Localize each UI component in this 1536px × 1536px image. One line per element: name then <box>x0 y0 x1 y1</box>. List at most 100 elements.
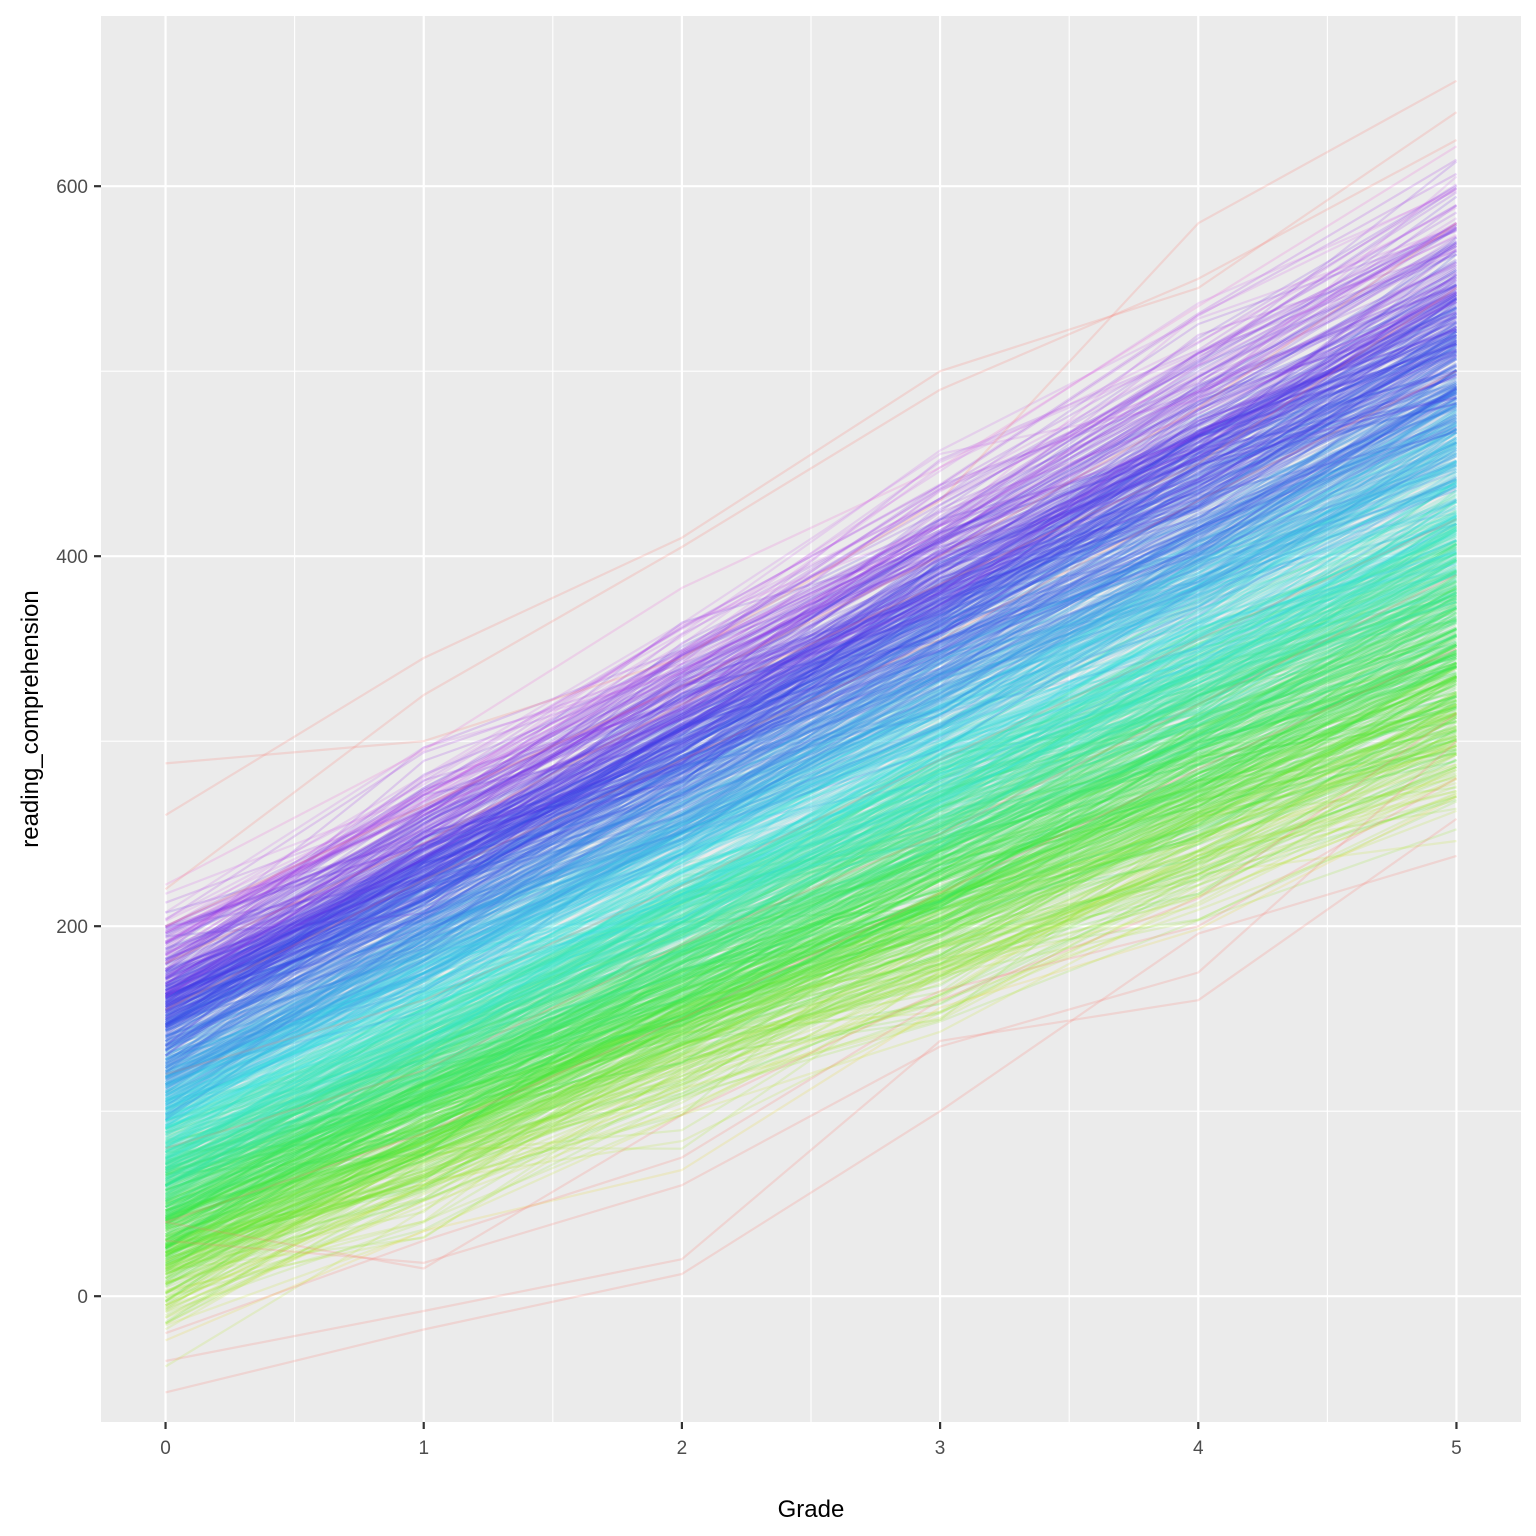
series-line <box>165 598 1457 1172</box>
series-line <box>164 284 1458 998</box>
series-line <box>165 529 1457 1133</box>
series-line <box>165 769 1457 1263</box>
x-tick-label: 4 <box>1193 1438 1204 1459</box>
series-line <box>164 601 1458 1198</box>
series-line <box>164 542 1458 1187</box>
series-line <box>165 464 1457 1058</box>
series-line <box>165 508 1457 1167</box>
series-line <box>164 312 1458 1057</box>
series-line <box>165 316 1457 938</box>
series-line <box>164 385 1457 1030</box>
series-line <box>164 592 1457 1209</box>
series-line <box>164 776 1457 1368</box>
series-line <box>165 586 1458 1228</box>
series-line <box>165 695 1457 1256</box>
series-line <box>164 760 1457 1248</box>
series-line <box>165 728 1457 1257</box>
series-line <box>164 404 1457 1101</box>
series-line <box>165 389 1458 1103</box>
series-line <box>164 353 1457 1034</box>
series-line <box>165 336 1457 998</box>
series-line <box>165 731 1457 1261</box>
series-line <box>164 313 1458 1001</box>
series-line <box>164 387 1458 1026</box>
series-line <box>165 800 1457 1273</box>
series-line <box>165 633 1457 1170</box>
series-line <box>165 582 1457 1131</box>
series-line <box>164 478 1458 1154</box>
series-line <box>165 667 1457 1286</box>
series-line <box>165 674 1457 1268</box>
series-line <box>165 560 1457 1131</box>
series-line <box>164 734 1457 1325</box>
series-line <box>164 571 1457 1174</box>
series-line <box>165 398 1458 1038</box>
series-line <box>164 573 1458 1218</box>
series-line <box>165 340 1458 1022</box>
series-line <box>164 384 1457 1075</box>
series-line <box>165 535 1457 1152</box>
series-line <box>165 477 1458 1068</box>
series-line <box>164 653 1457 1216</box>
series-line <box>165 517 1457 1112</box>
series-line <box>164 258 1458 1020</box>
series-line <box>165 550 1458 1130</box>
series-line <box>165 692 1457 1247</box>
series-line-highlight <box>165 817 1458 1363</box>
series-line <box>165 204 1458 962</box>
series-line <box>165 664 1457 1261</box>
series-line <box>164 675 1457 1279</box>
series-line <box>165 597 1457 1165</box>
series-line <box>164 378 1458 1080</box>
series-line <box>165 345 1457 1026</box>
series-line <box>164 429 1457 1027</box>
series-line <box>165 539 1458 1148</box>
series-line <box>164 195 1458 995</box>
series-line <box>165 721 1457 1229</box>
series-line <box>165 664 1457 1209</box>
series-line <box>164 249 1458 985</box>
series-line <box>164 326 1457 1038</box>
series-line <box>164 665 1457 1220</box>
series-line <box>164 488 1457 1083</box>
series-line <box>165 666 1458 1226</box>
series-line <box>165 484 1457 1100</box>
series-line <box>165 290 1457 992</box>
series-line-highlight <box>165 777 1458 1270</box>
series-line <box>164 479 1458 1164</box>
series-line <box>165 587 1458 1154</box>
series-line <box>165 705 1457 1225</box>
series-line <box>164 643 1457 1220</box>
series-line <box>164 571 1457 1160</box>
series-line <box>164 510 1458 1193</box>
series-line <box>165 293 1458 1024</box>
series-line <box>164 519 1457 1128</box>
series-line <box>165 429 1457 1023</box>
series-line <box>164 333 1457 1020</box>
series-line <box>165 708 1457 1254</box>
series-line <box>164 397 1457 1029</box>
series-line <box>165 452 1458 1088</box>
series-line <box>164 474 1458 1122</box>
series-line <box>164 390 1458 1069</box>
series-line <box>165 574 1458 1163</box>
series-line <box>165 473 1458 1070</box>
series-line <box>165 734 1457 1247</box>
series-line <box>164 358 1458 1067</box>
series-line <box>164 186 1458 963</box>
series-line <box>164 343 1457 984</box>
series-line <box>164 441 1458 1151</box>
series-line <box>165 423 1457 1045</box>
series-line <box>165 558 1457 1179</box>
series-line <box>164 595 1458 1246</box>
series-line <box>165 350 1457 1019</box>
series-line <box>165 795 1457 1267</box>
series-line <box>165 643 1457 1221</box>
series-line <box>164 330 1458 1006</box>
series-line <box>164 421 1458 1076</box>
series-line <box>165 380 1458 1032</box>
series-line <box>165 444 1458 1087</box>
series-line <box>165 577 1458 1161</box>
series-line <box>165 601 1457 1196</box>
series-line <box>165 518 1457 1151</box>
